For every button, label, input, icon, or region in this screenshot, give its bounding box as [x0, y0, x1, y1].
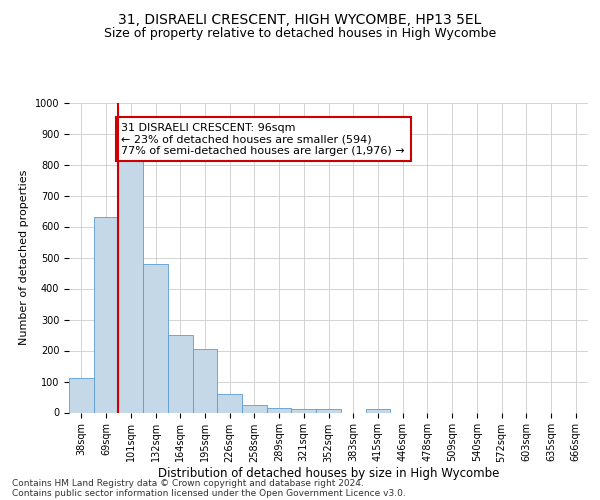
- Bar: [94, 217, 118, 412]
- Text: 31 DISRAELI CRESCENT: 96sqm
← 23% of detached houses are smaller (594)
77% of se: 31 DISRAELI CRESCENT: 96sqm ← 23% of det…: [121, 122, 405, 156]
- Text: Contains public sector information licensed under the Open Government Licence v3: Contains public sector information licen…: [12, 488, 406, 498]
- Bar: [217, 394, 242, 412]
- Bar: [118, 162, 143, 412]
- Text: Size of property relative to detached houses in High Wycombe: Size of property relative to detached ho…: [104, 28, 496, 40]
- Text: Contains HM Land Registry data © Crown copyright and database right 2024.: Contains HM Land Registry data © Crown c…: [12, 478, 364, 488]
- Text: 31, DISRAELI CRESCENT, HIGH WYCOMBE, HP13 5EL: 31, DISRAELI CRESCENT, HIGH WYCOMBE, HP1…: [118, 12, 482, 26]
- Bar: [316, 410, 341, 412]
- Bar: [242, 405, 267, 412]
- X-axis label: Distribution of detached houses by size in High Wycombe: Distribution of detached houses by size …: [158, 468, 499, 480]
- Bar: [193, 349, 217, 412]
- Bar: [168, 335, 193, 412]
- Bar: [365, 410, 390, 412]
- Bar: [143, 264, 168, 412]
- Bar: [69, 378, 94, 412]
- Y-axis label: Number of detached properties: Number of detached properties: [19, 170, 29, 345]
- Bar: [267, 408, 292, 412]
- Bar: [292, 410, 316, 412]
